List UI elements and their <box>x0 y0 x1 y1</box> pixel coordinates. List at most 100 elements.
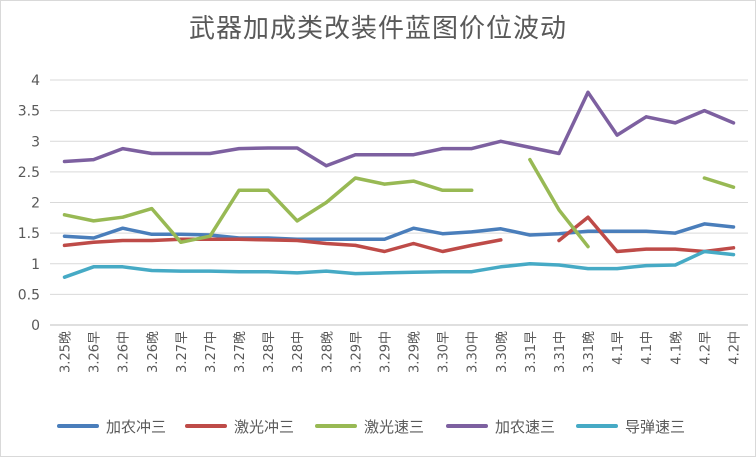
data-point <box>412 270 416 274</box>
data-point <box>644 115 648 119</box>
data-point <box>470 270 474 274</box>
x-tick-label: 3.30晚 <box>495 331 510 373</box>
data-point <box>179 232 183 236</box>
data-point <box>324 201 328 204</box>
data-point <box>121 215 125 219</box>
data-point <box>266 238 270 242</box>
data-point <box>731 121 735 125</box>
legend-item: 激光冲三 <box>185 414 294 438</box>
data-point <box>92 158 96 162</box>
data-point <box>353 153 357 157</box>
series-5 <box>62 249 736 279</box>
data-point <box>208 237 212 241</box>
data-point <box>63 159 67 163</box>
data-point <box>237 237 241 241</box>
legend-swatch <box>576 424 618 428</box>
y-axis-ticks: 0 0.5 1 1.5 2 2.5 3 3.5 4 <box>18 73 40 334</box>
legend-swatch <box>57 424 99 428</box>
data-point <box>63 213 67 217</box>
x-tick-label: 3.26早 <box>88 331 103 373</box>
data-point <box>179 240 183 244</box>
data-point <box>441 147 445 151</box>
y-tick-label: 0 <box>31 318 40 334</box>
data-point <box>412 179 416 183</box>
y-tick-label: 1.5 <box>18 226 40 242</box>
data-point <box>63 243 67 247</box>
data-point <box>208 234 212 238</box>
data-point <box>470 243 474 247</box>
x-tick-label: 3.29晚 <box>408 331 423 373</box>
data-point <box>353 272 357 276</box>
x-tick-label: 3.29中 <box>378 331 393 373</box>
data-point <box>586 90 590 94</box>
x-tick-label: 3.26中 <box>117 331 132 373</box>
data-point <box>150 238 154 242</box>
data-point <box>557 238 561 242</box>
data-point <box>499 238 503 242</box>
data-point <box>121 238 125 242</box>
data-point <box>731 253 735 257</box>
data-point <box>673 121 677 125</box>
data-point <box>731 225 735 229</box>
data-point <box>92 265 96 269</box>
x-tick-label: 3.27早 <box>175 331 190 373</box>
data-point <box>586 229 590 233</box>
data-point <box>470 188 474 192</box>
data-point <box>586 267 590 271</box>
data-point <box>731 185 735 189</box>
x-tick-label: 3.25晚 <box>59 331 74 373</box>
data-point <box>470 147 474 151</box>
data-point <box>121 226 125 230</box>
y-tick-label: 2.5 <box>18 165 40 181</box>
data-point <box>702 250 706 253</box>
data-point <box>615 229 619 233</box>
y-tick-label: 0.5 <box>18 287 40 303</box>
data-point <box>382 237 386 241</box>
legend-label: 加农冲三 <box>106 417 167 436</box>
x-tick-label: 3.31早 <box>524 331 539 373</box>
data-point <box>615 250 619 253</box>
x-tick-label: 4.2早 <box>698 331 713 365</box>
x-tick-label: 3.31中 <box>553 331 568 373</box>
legend-label: 激光速三 <box>364 417 425 436</box>
data-point <box>295 146 299 150</box>
x-tick-label: 3.31晚 <box>582 331 597 373</box>
data-point <box>702 176 706 180</box>
data-point <box>702 109 706 113</box>
legend-item: 加农冲三 <box>57 414 166 438</box>
series-line-segment <box>557 215 736 254</box>
data-point <box>412 153 416 157</box>
x-tick-label: 3.28中 <box>291 331 306 373</box>
data-point <box>441 188 445 192</box>
data-point <box>150 207 154 211</box>
x-tick-label: 3.30中 <box>466 331 481 373</box>
x-tick-label: 4.2中 <box>727 331 742 365</box>
series-4 <box>62 90 736 168</box>
data-point <box>237 147 241 151</box>
data-point <box>382 250 386 253</box>
series-line-segment <box>702 176 736 189</box>
data-point <box>673 247 677 251</box>
data-point <box>92 219 96 223</box>
data-point <box>528 233 532 237</box>
x-tick-label: 3.28晚 <box>320 331 335 373</box>
data-point <box>266 270 270 274</box>
data-point <box>150 232 154 236</box>
data-point <box>295 271 299 275</box>
data-point <box>266 146 270 150</box>
gridlines <box>50 79 748 326</box>
legend-label: 导弹速三 <box>625 417 686 436</box>
data-point <box>237 270 241 274</box>
data-point <box>295 219 299 223</box>
data-point <box>586 215 590 219</box>
data-point <box>673 231 677 235</box>
data-point <box>382 271 386 275</box>
data-point <box>644 247 648 251</box>
data-point <box>150 152 154 155</box>
data-point <box>528 158 532 162</box>
x-tick-label: 3.26晚 <box>146 331 161 373</box>
x-axis-ticks: 3.25晚 3.26早 3.26中 3.26晚 3.27早 3.27中 3.27晚 3.28早… <box>59 331 743 373</box>
series-line-segment <box>62 90 736 168</box>
legend-label: 加农速三 <box>495 417 556 436</box>
data-point <box>92 240 96 244</box>
